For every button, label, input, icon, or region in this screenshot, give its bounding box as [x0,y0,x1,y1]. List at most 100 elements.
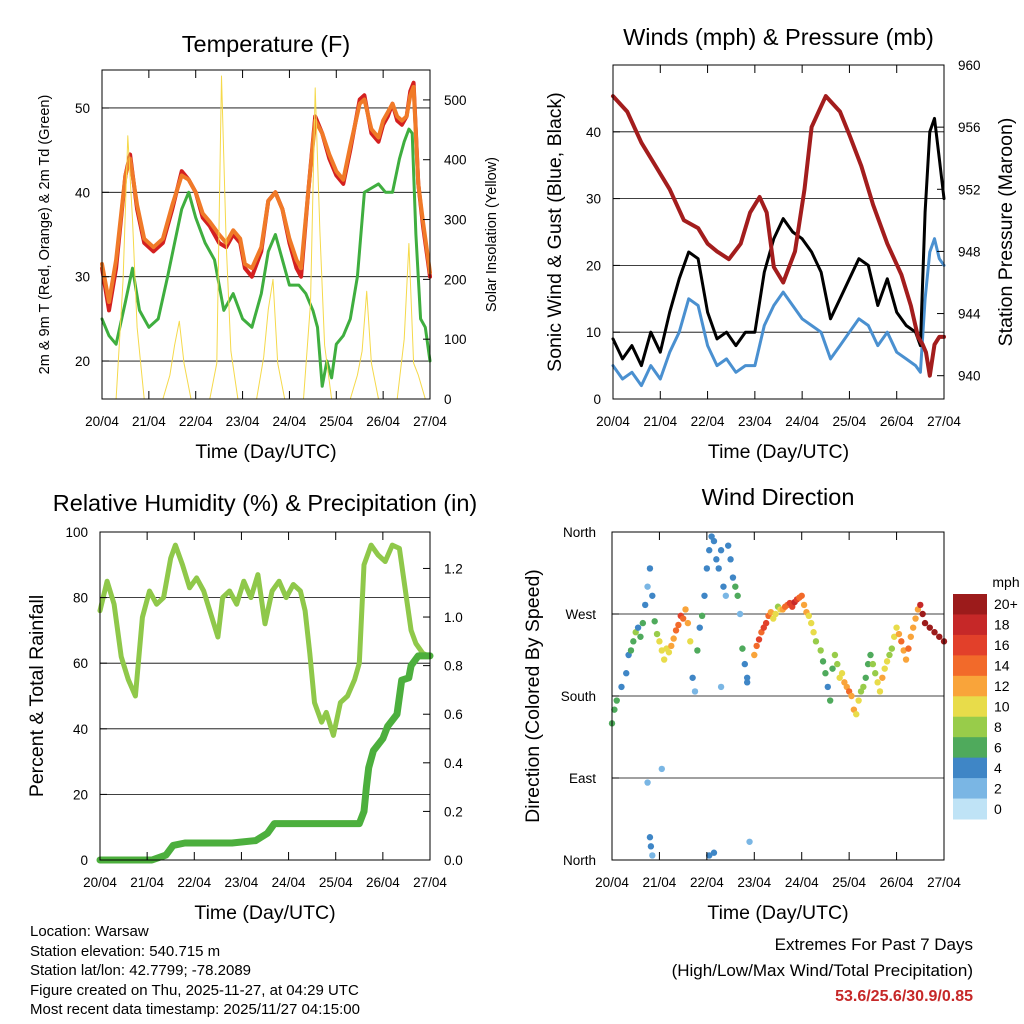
direction-ytick-label: North [563,853,596,868]
colorbar-swatch [953,675,987,697]
colorbar-label: 10 [994,699,1010,715]
direction-xlabel: Time (Day/UTC) [707,902,848,924]
station-elevation: Station elevation: 540.715 m [30,942,221,960]
direction-point [706,547,713,554]
colorbar-label: 0 [994,801,1002,817]
direction-point [729,574,737,581]
humidity-ytick-label: 0 [80,853,88,868]
winds-xtick-label: 20/04 [596,414,630,429]
direction-point [611,706,618,713]
direction-point [800,601,808,609]
direction-xtick-label: 26/04 [880,875,914,890]
humidity-ytick-right-label: 1.2 [444,561,463,576]
temperature-title: Temperature (F) [182,31,350,57]
colorbar-label: 12 [994,678,1010,694]
direction-point [860,683,867,691]
direction-point [874,679,881,686]
direction-point [888,645,896,652]
winds-xtick-label: 23/04 [738,414,772,429]
direction-point [810,629,817,636]
temperature-xlabel: Time (Day/UTC) [195,441,336,463]
colorbar-swatch [953,634,987,656]
direction-point [613,697,620,704]
temperature-plot-frame [101,69,431,400]
colorbar-swatch [953,696,987,718]
humidity-ytick-label: 40 [73,722,88,737]
direction-point [853,711,860,718]
direction-point [665,649,673,656]
direction-xtick-label: 24/04 [785,875,819,890]
direction-point [646,565,654,572]
humidity-ytick-label: 80 [73,591,88,606]
direction-point [855,697,862,704]
direction-point [743,679,751,686]
direction-ylabel: Direction (Colored By Speed) [522,569,544,823]
direction-point [698,612,706,620]
temperature-xtick-label: 21/04 [132,414,166,429]
winds-plot-frame [612,64,945,400]
temperature-ylabel-right: Solar Insolation (Yellow) [484,157,500,312]
direction-point [639,619,647,627]
humidity-xtick-label: 26/04 [366,875,400,890]
humidity-xtick-label: 21/04 [130,875,164,890]
direction-point [936,633,943,640]
direction-point [805,612,813,620]
winds-ylabel-right: Station Pressure (Maroon) [995,118,1017,347]
direction-point [912,615,919,622]
extremes-subtitle: (High/Low/Max Wind/Total Precipitation) [671,961,973,980]
winds-series-gust [611,116,946,368]
humidity-xtick-label: 27/04 [413,875,447,890]
direction-point [675,621,682,629]
winds-ytick-label: 20 [586,258,601,273]
direction-point [646,834,654,841]
winds-ylabel: Sonic Wind & Gust (Blue, Black) [544,92,566,372]
colorbar-label: 2 [994,780,1002,796]
direction-point [734,592,741,599]
direction-point [736,610,744,618]
direction-point [618,683,625,691]
temperature-series-2m-t [100,80,432,313]
colorbar-swatch [953,757,987,779]
direction-ytick-label: North [563,525,596,540]
direction-point [682,606,689,613]
direction-point [919,610,926,618]
humidity-plot-frame [99,531,431,861]
direction-point [862,674,869,681]
direction-point [656,638,663,645]
colorbar-label: 4 [994,760,1002,776]
winds-ytick-right-label: 960 [958,58,981,73]
direction-point [824,683,831,691]
direction-point [772,610,779,618]
direction-point [649,852,656,859]
direction-point [902,656,910,663]
direction-point [895,630,903,638]
direction-point [921,619,929,627]
temperature-xtick-label: 26/04 [366,414,400,429]
humidity-ytick-right-label: 0.0 [444,853,463,868]
direction-point [819,658,827,665]
colorbar-swatch [953,778,987,800]
temperature-ytick-right-label: 500 [444,93,467,108]
winds-series-wind [611,237,946,388]
temperature-ytick-right-label: 200 [444,272,467,287]
colorbar-label: 6 [994,739,1002,755]
winds-ytick-right-label: 948 [958,244,981,259]
winds-ytick-label: 10 [586,325,601,340]
extremes-title: Extremes For Past 7 Days [774,935,973,954]
temperature-series-9m-t [100,84,432,304]
temperature-xtick-label: 22/04 [179,414,213,429]
winds-series-station-pressure [611,94,946,378]
humidity-xlabel: Time (Day/UTC) [194,902,335,924]
direction-point [917,601,924,609]
humidity-xtick-label: 25/04 [319,875,353,890]
colorbar-title: mph [992,574,1019,590]
winds-ytick-label: 40 [586,125,601,140]
direction-point [907,633,914,640]
direction-point [883,658,891,665]
humidity-series-total-precipitation [96,652,434,864]
colorbar-swatch [953,614,987,636]
winds-xtick-label: 21/04 [643,414,677,429]
humidity-xtick-label: 23/04 [225,875,259,890]
direction-point [637,633,644,640]
